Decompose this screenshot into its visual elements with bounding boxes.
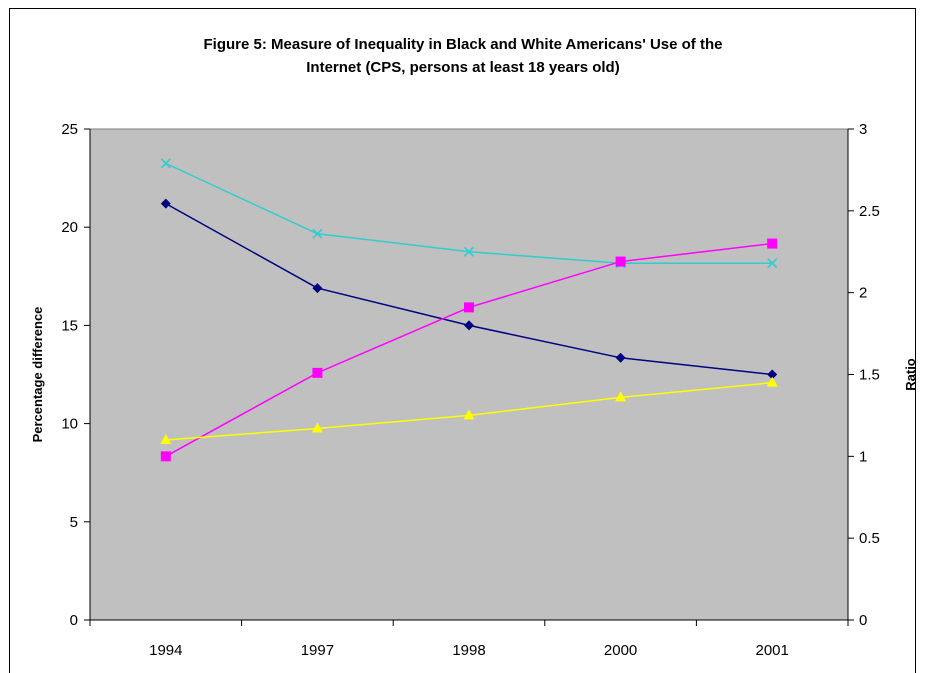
data-point bbox=[463, 409, 475, 420]
data-point bbox=[312, 283, 323, 294]
data-point bbox=[615, 391, 627, 402]
data-point bbox=[312, 367, 323, 378]
x-tick-label: 2000 bbox=[604, 642, 637, 659]
data-point bbox=[464, 302, 474, 313]
y-left-tick-label: 10 bbox=[61, 416, 78, 433]
series-layer bbox=[160, 158, 778, 462]
series-0 bbox=[160, 198, 778, 380]
y-axis-right-title: Ratio bbox=[903, 358, 918, 391]
data-point bbox=[160, 198, 171, 209]
y-left-tick-label: 15 bbox=[61, 317, 78, 334]
data-point bbox=[160, 158, 171, 169]
y-right-tick-label: 1.5 bbox=[859, 367, 880, 384]
plot-area bbox=[89, 128, 849, 621]
x-tick-label: 2001 bbox=[756, 642, 789, 659]
x-tick-label: 1998 bbox=[452, 642, 485, 659]
data-point bbox=[767, 369, 778, 380]
series-2 bbox=[160, 238, 778, 462]
y-right-tick-label: 0.5 bbox=[859, 530, 880, 547]
data-point bbox=[464, 320, 474, 331]
x-tick-label: 1997 bbox=[301, 642, 334, 659]
y-right-tick-label: 2.5 bbox=[859, 203, 880, 220]
data-point bbox=[766, 376, 778, 387]
y-left-tick-label: 5 bbox=[70, 514, 78, 531]
y-left-tick-label: 20 bbox=[61, 219, 78, 236]
y-right-tick-label: 1 bbox=[859, 448, 867, 465]
x-tick-label: 1994 bbox=[149, 642, 182, 659]
data-point bbox=[463, 246, 475, 257]
data-point bbox=[311, 422, 323, 433]
data-point bbox=[160, 433, 172, 444]
data-point bbox=[767, 238, 778, 249]
chart-title-line-1: Figure 5: Measure of Inequality in Black… bbox=[203, 36, 723, 53]
data-point bbox=[615, 352, 626, 363]
y-right-tick-label: 3 bbox=[859, 121, 867, 138]
y-left-tick-label: 25 bbox=[61, 121, 78, 138]
chart-title-line-2: Internet (CPS, persons at least 18 years… bbox=[306, 59, 620, 76]
data-point bbox=[312, 228, 323, 239]
series-3 bbox=[160, 376, 778, 444]
y-axis-left-title: Percentage difference bbox=[30, 307, 45, 443]
data-point bbox=[615, 256, 626, 267]
y-left-tick-label: 0 bbox=[70, 612, 78, 629]
data-point bbox=[160, 451, 171, 462]
y-right-tick-label: 2 bbox=[859, 285, 867, 302]
y-right-tick-label: 0 bbox=[859, 612, 867, 629]
data-point bbox=[767, 258, 778, 269]
axes: 0 5 10 15 20 25 0 0.5 1 1.5 2 2.5 3 1994 1997 1998 2000 2… bbox=[61, 121, 880, 659]
